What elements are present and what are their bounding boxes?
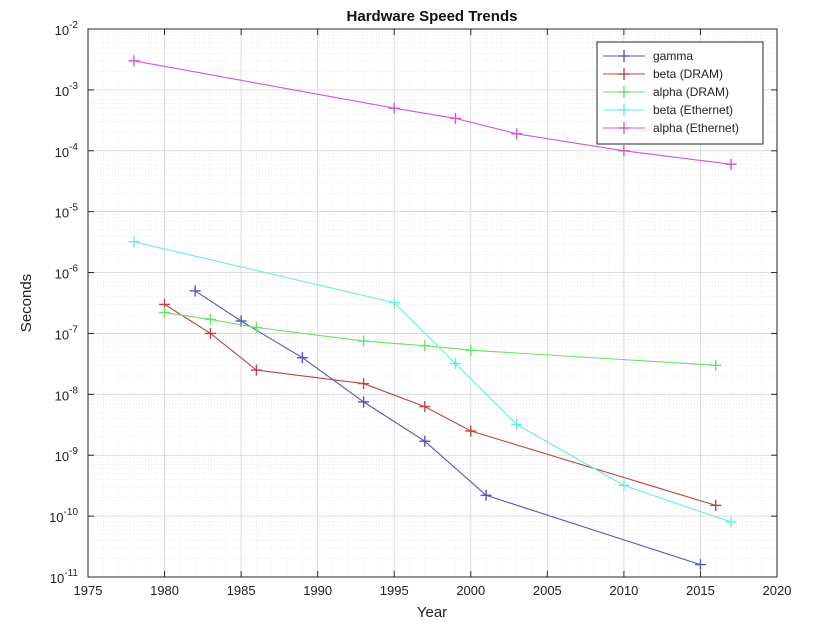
- series-4-point-marker: [618, 145, 630, 157]
- y-tick-base: 10: [55, 23, 69, 38]
- series-4-point-marker: [725, 158, 737, 170]
- series-0-point-marker: [694, 559, 706, 571]
- legend-entry: alpha (DRAM): [603, 85, 729, 99]
- legend-label: beta (Ethernet): [653, 103, 733, 117]
- series-1-point-marker: [250, 364, 262, 376]
- legend-label: alpha (Ethernet): [653, 121, 739, 135]
- series-4-point-marker: [128, 55, 140, 67]
- plot-area-frame: [87, 28, 778, 578]
- y-tick-exponent: -5: [69, 203, 78, 214]
- x-tick-label: 2020: [763, 583, 792, 598]
- series-2-point-marker: [358, 335, 370, 347]
- series-2-point-marker: [159, 307, 171, 319]
- y-tick-exponent: -10: [64, 507, 79, 518]
- series-4-point-marker: [449, 112, 461, 124]
- legend-label: beta (DRAM): [653, 67, 723, 81]
- series-0-point-marker: [296, 352, 308, 364]
- y-tick-base: 10: [50, 571, 64, 586]
- series-3-point-marker: [388, 297, 400, 309]
- legend-entry: gamma: [603, 49, 693, 63]
- y-tick-exponent: -7: [69, 324, 78, 335]
- x-tick-label: 2010: [609, 583, 638, 598]
- y-tick-exponent: -6: [69, 264, 78, 275]
- x-tick-label: 2005: [533, 583, 562, 598]
- y-tick-base: 10: [55, 388, 69, 403]
- y-tick-base: 10: [55, 449, 69, 464]
- y-tick-base: 10: [55, 84, 69, 99]
- x-tick-label: 1995: [380, 583, 409, 598]
- y-tick-base: 10: [49, 510, 63, 525]
- y-axis-label: Seconds: [18, 274, 35, 332]
- legend-label: gamma: [653, 49, 693, 63]
- series-2-point-marker: [204, 313, 216, 325]
- y-tick-base: 10: [55, 327, 69, 342]
- series-3-point-marker: [128, 236, 140, 248]
- tick-layer: 1975 1980 1985 1990 1995 2000 2005 2010 2015 2020…: [49, 20, 791, 598]
- series-0-point-marker: [480, 489, 492, 501]
- y-tick-exponent: -3: [69, 81, 78, 92]
- legend: gamma beta (DRAM) alpha (DRAM) beta (Ethern…: [596, 41, 764, 145]
- y-tick-label: 10-8: [55, 385, 79, 403]
- series-3-point-marker: [725, 516, 737, 528]
- series-1-point-marker: [465, 425, 477, 437]
- x-tick-label: 1985: [227, 583, 256, 598]
- series-line-4: [133, 60, 732, 165]
- series-line-3: [133, 241, 732, 523]
- y-tick-exponent: -11: [64, 568, 78, 579]
- y-tick-base: 10: [55, 206, 69, 221]
- y-tick-exponent: -2: [69, 20, 78, 31]
- y-tick-exponent: -9: [69, 446, 78, 457]
- y-tick-label: 10-11: [50, 568, 79, 586]
- series-2-point-marker: [419, 340, 431, 352]
- y-tick-base: 10: [55, 267, 69, 282]
- y-tick-label: 10-6: [55, 264, 79, 282]
- y-tick-label: 10-4: [55, 142, 79, 160]
- x-tick-label: 2015: [686, 583, 715, 598]
- series-4-point-marker: [511, 128, 523, 140]
- series-4-point-marker: [388, 102, 400, 114]
- series-1-point-marker: [358, 378, 370, 390]
- y-tick-label: 10-3: [55, 81, 79, 99]
- series-1-point-marker: [710, 499, 722, 511]
- series-3-point-marker: [511, 418, 523, 430]
- y-tick-exponent: -8: [69, 385, 78, 396]
- x-tick-label: 1990: [303, 583, 332, 598]
- series-0-point-marker: [189, 285, 201, 297]
- series-layer: [128, 55, 737, 571]
- series-1-point-marker: [419, 401, 431, 413]
- grid-layer: [87, 28, 778, 578]
- y-tick-exponent: -4: [69, 142, 78, 153]
- legend-label: alpha (DRAM): [653, 85, 729, 99]
- y-tick-label: 10-7: [55, 324, 79, 342]
- x-axis-label: Year: [417, 604, 447, 621]
- y-tick-label: 10-2: [55, 20, 79, 38]
- series-3-point-marker: [618, 479, 630, 491]
- series-0-point-marker: [419, 435, 431, 447]
- y-tick-label: 10-10: [49, 507, 78, 525]
- y-tick-label: 10-9: [55, 446, 79, 464]
- legend-entry: beta (Ethernet): [603, 103, 733, 117]
- series-0-point-marker: [358, 396, 370, 408]
- series-2-point-marker: [250, 322, 262, 334]
- legend-entry: alpha (Ethernet): [603, 121, 739, 135]
- series-3-point-marker: [449, 358, 461, 370]
- y-tick-base: 10: [55, 145, 69, 160]
- series-2-point-marker: [710, 359, 722, 371]
- x-tick-label: 1980: [150, 583, 179, 598]
- series-1-point-marker: [204, 327, 216, 339]
- series-2-point-marker: [465, 344, 477, 356]
- y-tick-label: 10-5: [55, 203, 79, 221]
- x-tick-label: 1975: [74, 583, 103, 598]
- chart-title: Hardware Speed Trends: [347, 8, 518, 25]
- x-tick-label: 2000: [456, 583, 485, 598]
- legend-entry: beta (DRAM): [603, 67, 723, 81]
